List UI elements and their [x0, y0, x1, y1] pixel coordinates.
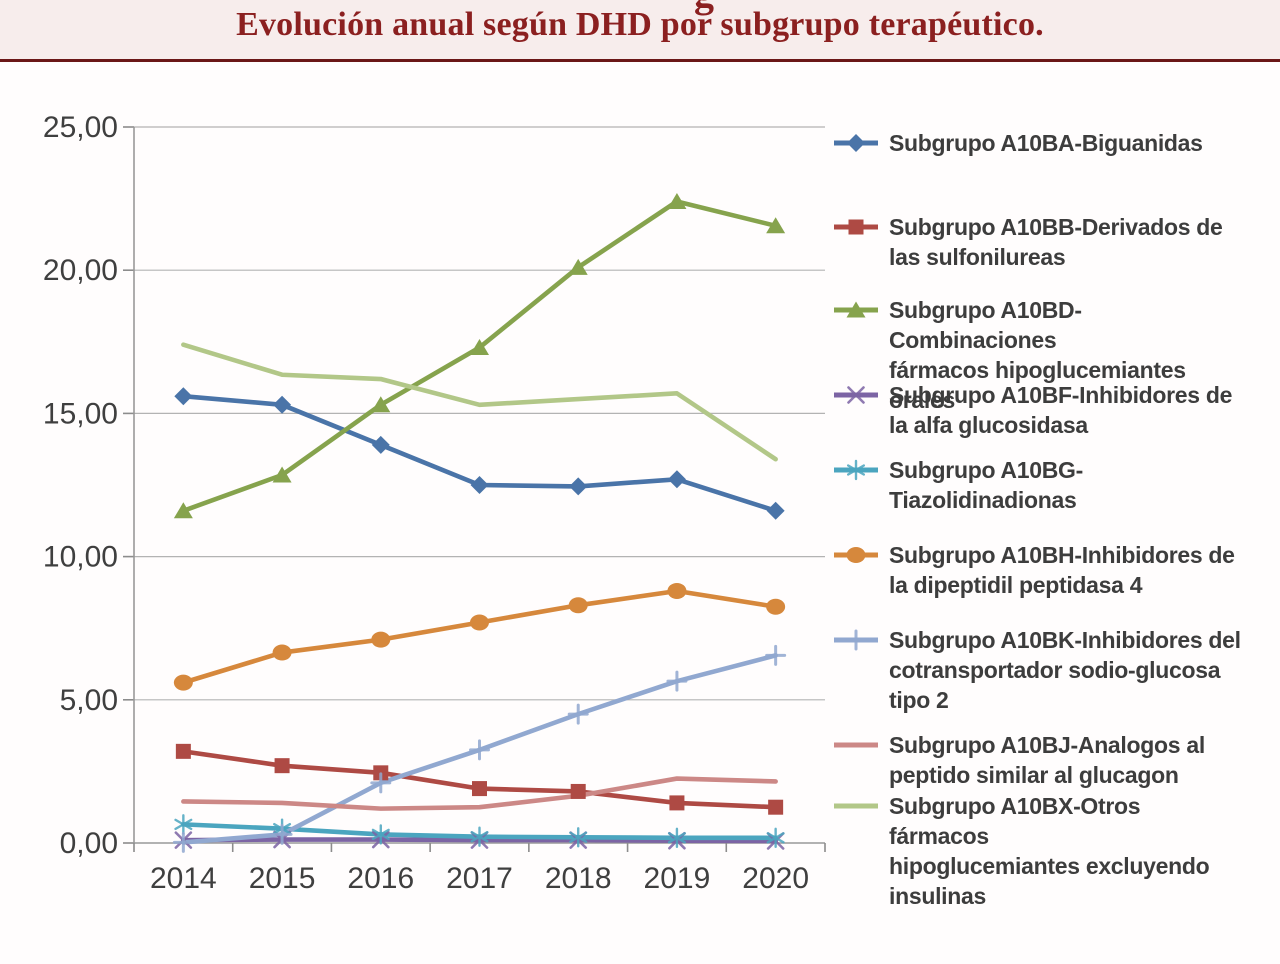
- y-tick-label: 5,00: [60, 684, 118, 717]
- legend-item: Subgrupo A10BF-Inhibidores de la alfa gl…: [833, 380, 1245, 440]
- legend-label: Subgrupo A10BJ-Analogos al peptido simil…: [889, 732, 1205, 788]
- triangle-marker: [371, 396, 391, 413]
- y-tick-label: 25,00: [43, 111, 118, 144]
- legend-item: Subgrupo A10BH-Inhibidores de la dipepti…: [833, 540, 1245, 600]
- title-band: g Evolución anual según DHD por subgrupo…: [0, 0, 1280, 62]
- series-line: [181, 776, 778, 811]
- y-tick-label: 20,00: [43, 254, 118, 287]
- triangle-marker: [470, 339, 489, 356]
- asterisk-marker: [569, 831, 588, 843]
- asterisk-marker: [470, 830, 489, 843]
- legend-square-swatch: [834, 219, 878, 235]
- x-marker: [847, 386, 865, 404]
- series-markers: [174, 387, 785, 520]
- legend-x-swatch: [834, 386, 878, 404]
- circle-marker: [173, 674, 193, 691]
- x-tick-label: 2014: [150, 862, 217, 895]
- chart-area: 0,00 5,00 10,00 15,00 20,00 25,00 2014 2015 2016…: [0, 62, 1280, 964]
- legend-label: Subgrupo A10BG- Tiazolidinadionas: [889, 457, 1083, 513]
- square-marker: [669, 795, 685, 811]
- y-tick-label: 15,00: [43, 397, 118, 430]
- series-line: [181, 588, 778, 685]
- diamond-marker: [273, 395, 292, 414]
- circle-marker: [371, 631, 391, 648]
- circle-marker: [846, 547, 866, 563]
- triangle-marker: [173, 502, 193, 519]
- square-marker: [472, 781, 487, 797]
- series-markers: [173, 192, 786, 519]
- line-chart: 0,00 5,00 10,00 15,00 20,00 25,00 2014 2015 2016…: [43, 111, 826, 895]
- legend-label: Subgrupo A10BD-Combinaciones fármacos hi…: [889, 297, 1186, 413]
- diamond-marker: [667, 470, 686, 489]
- legend-item: Subgrupo A10BK-Inhibidores del cotranspo…: [833, 625, 1245, 715]
- series-markers: [173, 582, 786, 691]
- legend-item: Subgrupo A10BX-Otros fármacos hipoglucem…: [833, 791, 1245, 911]
- legend-diamond-swatch: [834, 134, 878, 152]
- diamond-marker: [174, 387, 193, 406]
- square-marker: [274, 758, 290, 774]
- legend-line-swatch: [834, 742, 878, 748]
- legend-line-swatch: [834, 803, 878, 809]
- legend-label: Subgrupo A10BF-Inhibidores de la alfa gl…: [889, 382, 1233, 438]
- circle-marker: [272, 644, 292, 661]
- x-tick-label: 2016: [347, 862, 414, 895]
- diamond-marker: [371, 435, 390, 454]
- triangle-marker: [667, 192, 687, 209]
- asterisk-marker: [174, 818, 193, 831]
- asterisk-marker: [371, 828, 390, 841]
- triangle-marker: [766, 217, 786, 234]
- x-tick-label: 2019: [644, 862, 711, 895]
- triangle-marker: [568, 258, 588, 275]
- asterisk-marker: [766, 832, 785, 844]
- triangle-marker: [846, 301, 866, 318]
- legend-item: Subgrupo A10BJ-Analogos al peptido simil…: [833, 730, 1245, 790]
- x-tick-label: 2017: [446, 862, 513, 895]
- legend-label: Subgrupo A10BH-Inhibidores de la dipepti…: [889, 542, 1235, 598]
- diamond-marker: [766, 501, 785, 520]
- square-marker: [848, 219, 864, 235]
- circle-marker: [667, 582, 687, 599]
- triangle-marker: [272, 466, 292, 483]
- series-markers: [174, 814, 785, 849]
- series-line: [181, 199, 778, 514]
- y-tick-label: 10,00: [43, 541, 118, 574]
- asterisk-marker: [667, 832, 686, 844]
- square-marker: [570, 783, 586, 799]
- page-title: Evolución anual según DHD por subgrupo t…: [236, 6, 1044, 43]
- legend-item: Subgrupo A10BB-Derivados de las sulfonil…: [833, 212, 1245, 272]
- legend-asterisk-swatch: [834, 459, 878, 481]
- square-marker: [175, 743, 191, 759]
- series-line: [181, 342, 778, 462]
- legend-item: Subgrupo A10BD-Combinaciones fármacos hi…: [833, 295, 1245, 415]
- legend-circle-swatch: [834, 547, 878, 563]
- legend-label: Subgrupo A10BA-Biguanidas: [889, 130, 1203, 156]
- legend-item: Subgrupo A10BG- Tiazolidinadionas: [833, 455, 1245, 515]
- legend-label: Subgrupo A10BK-Inhibidores del cotranspo…: [889, 627, 1241, 713]
- x-tick-label: 2015: [249, 862, 316, 895]
- diamond-marker: [569, 477, 588, 496]
- legend-label: Subgrupo A10BB-Derivados de las sulfonil…: [889, 214, 1223, 270]
- clipped-title-fragment: g: [694, 0, 714, 17]
- diamond-marker: [847, 134, 865, 152]
- circle-marker: [568, 597, 588, 614]
- legend-item: Subgrupo A10BA-Biguanidas: [833, 128, 1245, 158]
- x-tick-label: 2018: [545, 862, 612, 895]
- y-tick-label: 0,00: [60, 827, 118, 860]
- circle-marker: [766, 598, 786, 615]
- series-markers: [172, 644, 787, 853]
- legend-triangle-swatch: [834, 301, 878, 318]
- legend-plus-swatch: [834, 629, 878, 651]
- diamond-marker: [470, 476, 489, 494]
- circle-marker: [470, 614, 489, 631]
- asterisk-marker: [846, 464, 865, 476]
- x-tick-label: 2020: [742, 862, 809, 895]
- legend-label: Subgrupo A10BX-Otros fármacos hipoglucem…: [889, 793, 1210, 909]
- square-marker: [768, 799, 784, 815]
